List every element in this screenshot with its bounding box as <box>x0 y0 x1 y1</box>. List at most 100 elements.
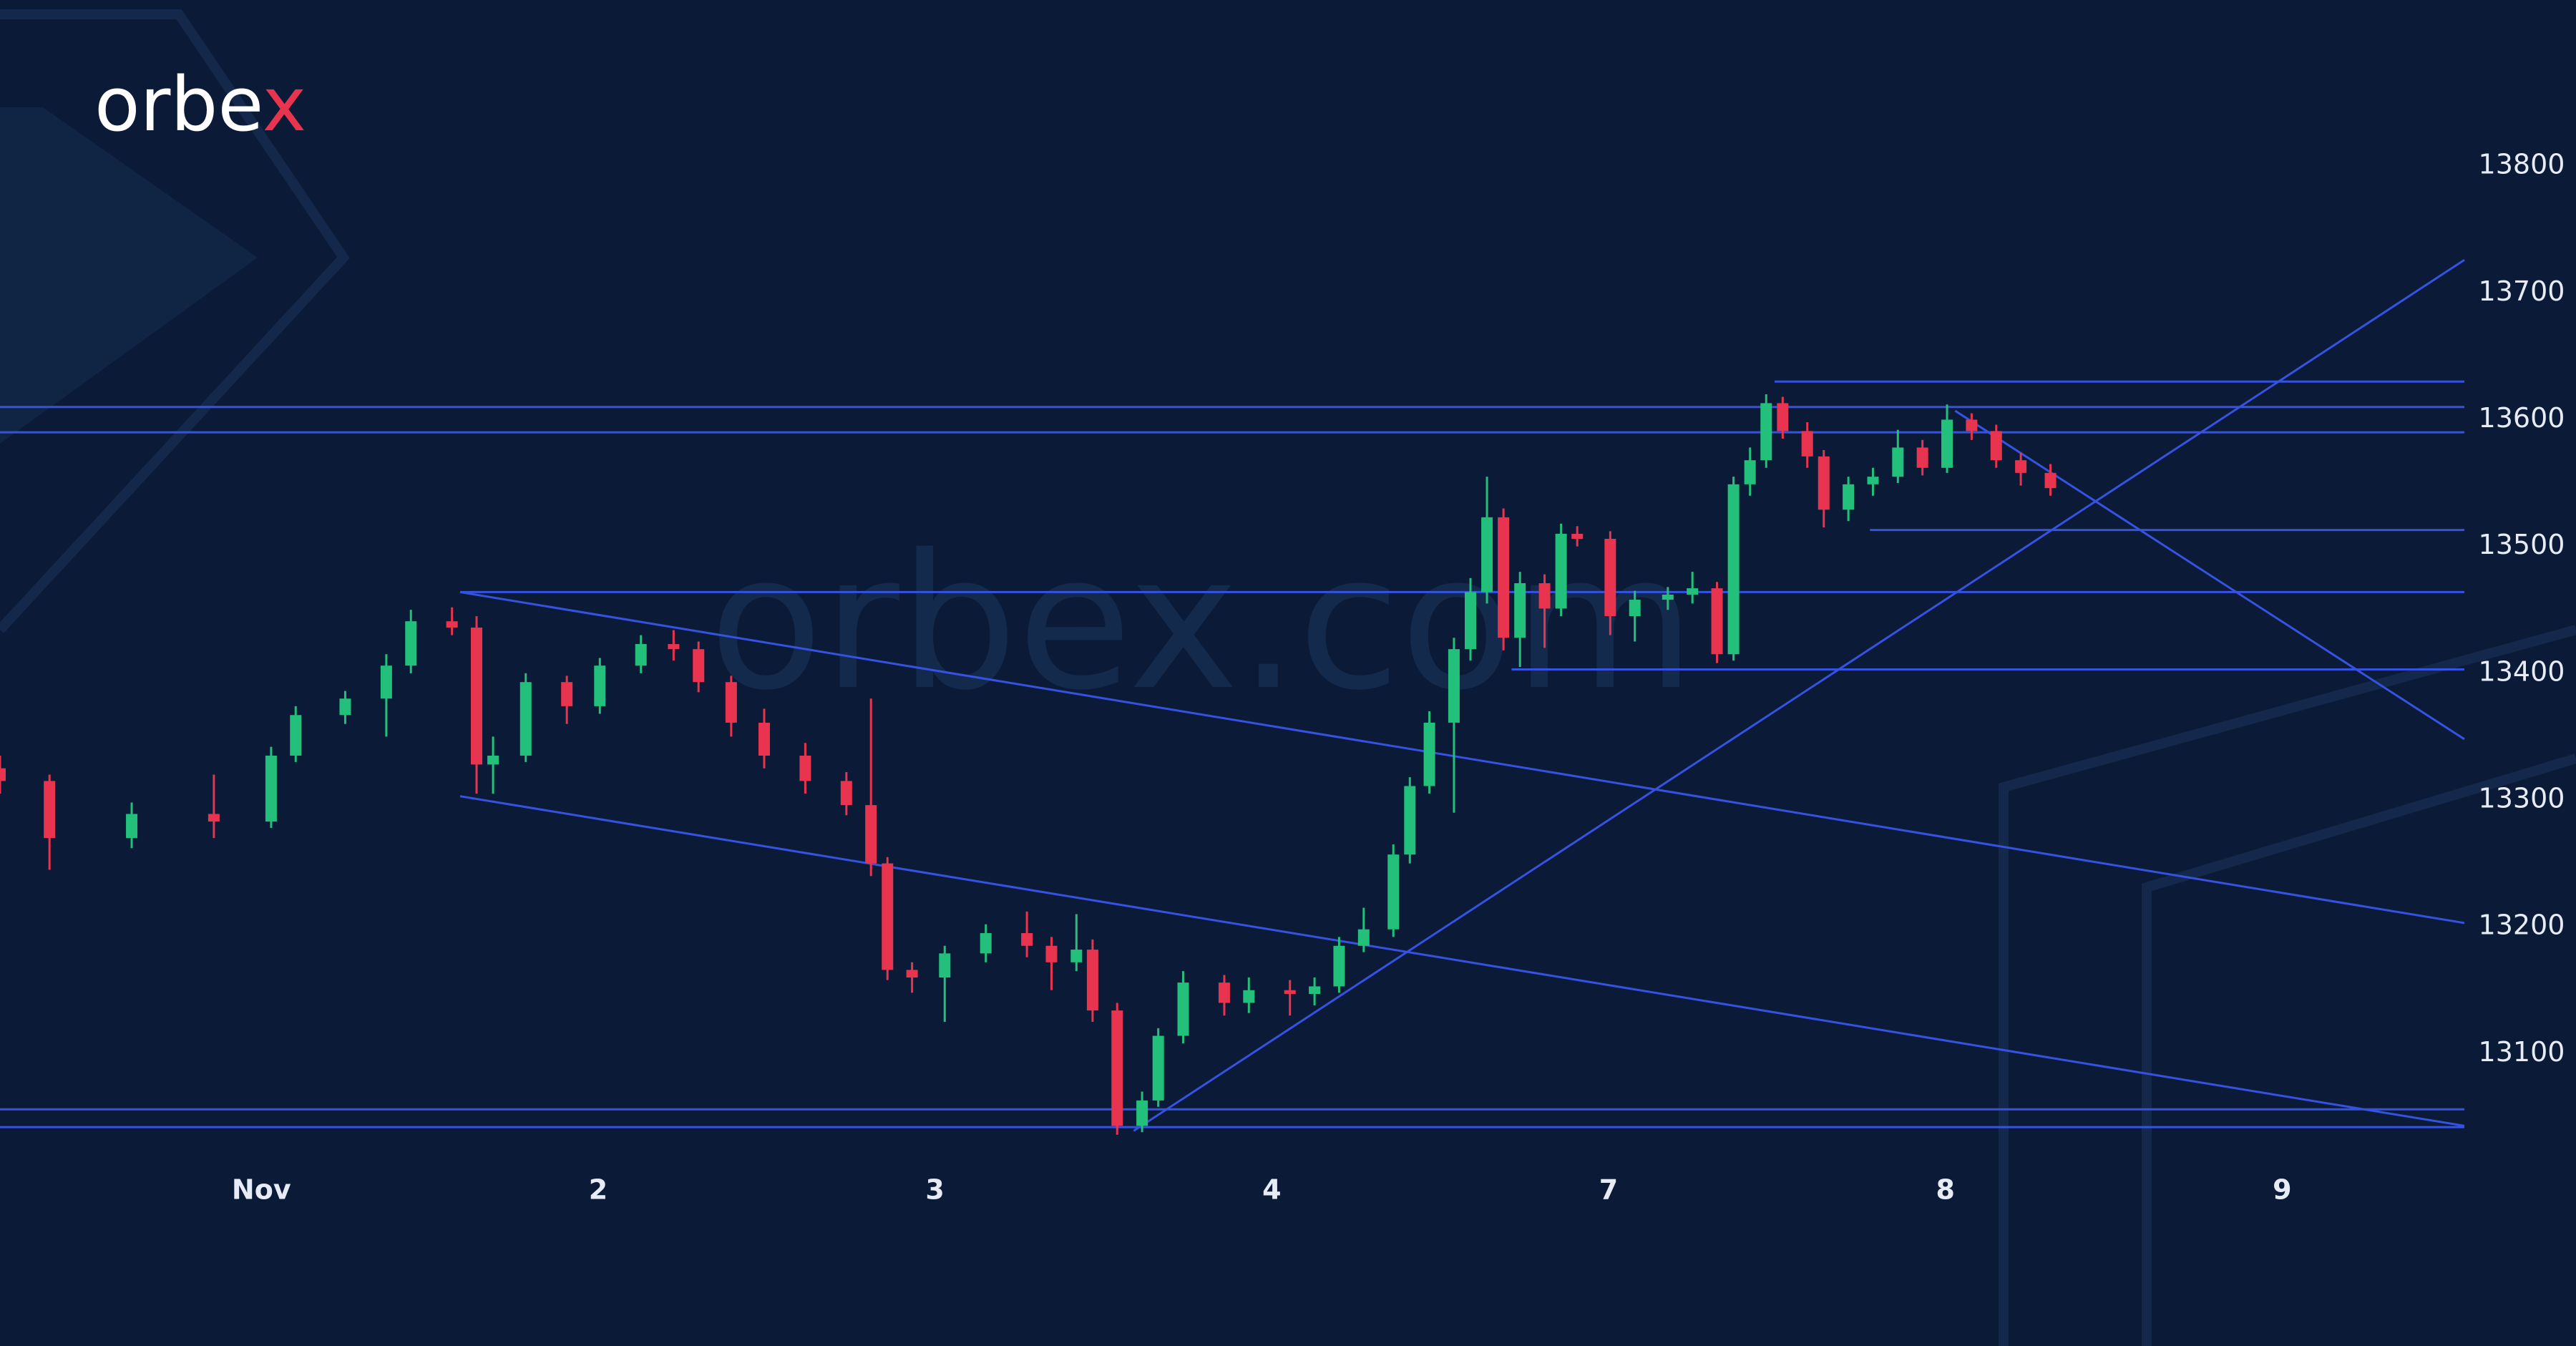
candle-body <box>725 682 737 723</box>
candle-body <box>265 755 277 822</box>
candle-body <box>1152 1035 1164 1101</box>
y-tick-label: 13100 <box>2479 1036 2565 1068</box>
candle-body <box>1818 456 1830 510</box>
logo: orbex <box>94 61 306 148</box>
candle-body <box>1966 419 1978 431</box>
candle-body <box>126 814 138 839</box>
candle-body <box>290 715 302 756</box>
x-tick-label: 3 <box>925 1174 944 1206</box>
y-tick-label: 13600 <box>2479 402 2565 434</box>
candle-body <box>668 644 680 650</box>
candle-body <box>1404 786 1416 855</box>
candle-body <box>840 781 852 806</box>
candle-body <box>1571 533 1584 540</box>
candle-body <box>1843 484 1855 510</box>
candle-body <box>1867 477 1879 484</box>
candle-body <box>1448 649 1460 723</box>
candle-body <box>1465 592 1477 650</box>
candle-body <box>1711 588 1723 655</box>
candle-body <box>1687 588 1699 595</box>
chevron <box>2142 754 2576 1346</box>
candle-body <box>1423 722 1435 786</box>
candle-body <box>487 755 499 765</box>
trend-line <box>1133 258 2465 1132</box>
candle-body <box>1990 431 2002 461</box>
candle-body <box>1629 600 1641 617</box>
candle-body <box>882 863 894 970</box>
candle-body <box>339 698 351 716</box>
candle-body <box>906 970 918 978</box>
candle-body <box>2015 460 2027 473</box>
candle-body <box>1111 1010 1123 1126</box>
candle-body <box>1662 594 1674 600</box>
candle-body <box>561 682 573 706</box>
candle-body <box>1136 1100 1148 1126</box>
candle-body <box>1892 447 1904 477</box>
y-tick-label: 13300 <box>2479 782 2565 814</box>
candle-body <box>1333 945 1345 987</box>
candle-body <box>44 781 56 839</box>
candle-body <box>1941 419 1953 468</box>
chevron-fill <box>0 107 258 444</box>
candle-body <box>1309 986 1321 995</box>
candle-body <box>1021 933 1033 946</box>
candle-body <box>1357 929 1370 946</box>
candle-body <box>1744 460 1756 484</box>
candle-body <box>380 665 392 699</box>
y-tick-label: 13500 <box>2479 529 2565 560</box>
candle-body <box>405 621 417 666</box>
candle-body <box>635 644 647 666</box>
candle-body <box>1387 854 1400 930</box>
candle-body <box>758 722 770 756</box>
candle-body <box>1481 517 1493 592</box>
candle-body <box>1070 950 1083 962</box>
x-tick-label: 4 <box>1262 1174 1281 1206</box>
x-tick-label: 9 <box>2273 1174 2291 1206</box>
candle-body <box>693 649 705 683</box>
candle-body <box>1555 533 1567 609</box>
chevron <box>1999 625 2576 1346</box>
y-tick-label: 13400 <box>2479 655 2565 687</box>
logo-text: orbe <box>94 61 263 148</box>
candle-body <box>594 665 606 706</box>
candle-body <box>1514 583 1526 638</box>
candle-body <box>939 953 951 978</box>
candle-body <box>865 805 877 864</box>
candle-body <box>1916 447 1928 468</box>
candle-body <box>1604 539 1616 617</box>
trend-line <box>459 795 2465 1127</box>
x-tick-label: 8 <box>1936 1174 1954 1206</box>
candle-body <box>1801 431 1813 457</box>
y-tick-label: 13700 <box>2479 275 2565 307</box>
plot: 13100 13200 13300 13400 13500 13600 13700 13800… <box>0 149 2565 1206</box>
candle-body <box>208 814 220 822</box>
candle-body <box>1218 982 1230 1003</box>
candle-body <box>799 755 811 781</box>
chevron <box>0 9 350 633</box>
candle-body <box>1086 950 1098 1011</box>
trend-line <box>1954 409 2465 741</box>
candle-body <box>1045 945 1058 962</box>
candle-body <box>1243 990 1255 1003</box>
x-tick-label: 7 <box>1599 1174 1618 1206</box>
candle-body <box>1777 403 1789 431</box>
candle-body <box>980 933 992 954</box>
candle-body <box>446 621 458 628</box>
candle-body <box>519 682 532 756</box>
candle-body <box>471 628 483 765</box>
x-tick-label: Nov <box>232 1174 291 1206</box>
candle-body <box>1177 982 1189 1036</box>
logo-accent: x <box>263 61 307 148</box>
watermark: orbex.com <box>709 515 1695 731</box>
y-tick-label: 13200 <box>2479 909 2565 941</box>
candle-body <box>1760 403 1772 461</box>
candle-body <box>1538 583 1551 609</box>
candle-body <box>2044 472 2057 489</box>
candle-body <box>1284 990 1296 995</box>
y-tick-label: 13800 <box>2479 149 2565 180</box>
candle-body <box>1498 517 1510 638</box>
decor <box>0 9 2576 1346</box>
trend-line <box>459 590 2465 925</box>
